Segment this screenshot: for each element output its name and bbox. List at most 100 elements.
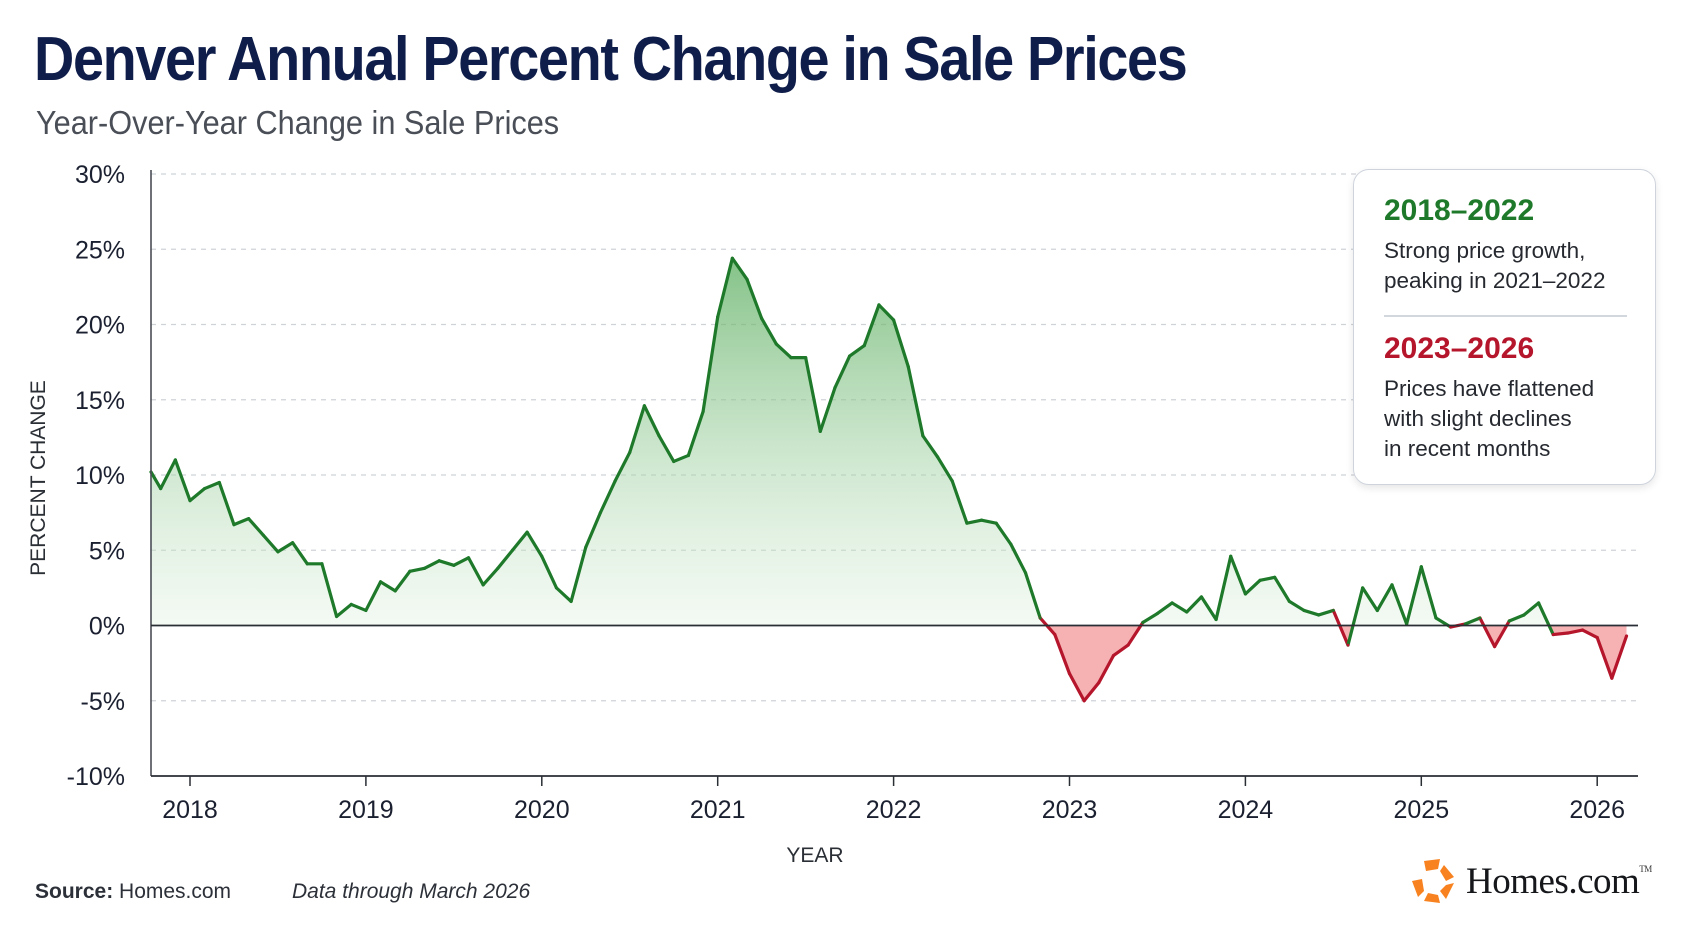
series-segment — [950, 479, 969, 525]
data-point — [1068, 672, 1071, 676]
legend-period1-line2: peaking in 2021–2022 — [1384, 268, 1606, 293]
series-segment — [1199, 595, 1218, 622]
series-segment — [891, 318, 910, 369]
data-point — [1493, 645, 1496, 648]
homes-logo[interactable]: Homes.comTM — [1410, 856, 1652, 906]
series-segment — [1595, 635, 1614, 680]
data-point — [1126, 643, 1130, 647]
series-segment — [1302, 608, 1321, 617]
data-point — [349, 603, 353, 606]
series-segment — [1287, 599, 1306, 613]
series-segment — [378, 580, 397, 593]
series-segment — [760, 316, 778, 346]
data-point — [569, 600, 573, 603]
data-point — [1507, 619, 1511, 623]
data-point — [291, 541, 295, 545]
data-point — [1229, 554, 1233, 558]
series-segment — [334, 602, 353, 619]
series-segment — [1317, 608, 1335, 617]
data-point — [833, 386, 837, 390]
logo-name: Homes.com — [1466, 860, 1640, 902]
series-segment — [906, 365, 925, 438]
data-point — [701, 410, 705, 414]
data-point — [1581, 628, 1584, 632]
series-segment — [965, 518, 984, 525]
series-segment — [1214, 554, 1233, 622]
series-segment — [716, 256, 734, 319]
series-segment — [408, 566, 427, 573]
data-point — [320, 562, 324, 566]
series-segment — [320, 562, 339, 619]
y-tick-label: -10% — [67, 763, 125, 791]
data-point — [774, 342, 778, 346]
data-point — [1551, 633, 1555, 636]
data-point — [555, 586, 558, 590]
data-point — [1287, 600, 1291, 603]
data-point — [1273, 575, 1277, 579]
series-segment — [642, 404, 661, 438]
data-point — [540, 554, 544, 558]
data-point — [188, 499, 192, 502]
series-segment — [569, 545, 588, 604]
series-segment — [1009, 542, 1028, 575]
x-axis-title: YEAR — [786, 844, 843, 867]
y-tick-labels: 30% 25% 20% 15% 10% 5% 0% -5% -10% — [67, 161, 125, 791]
series-segment — [1522, 601, 1541, 617]
data-point — [276, 550, 280, 554]
data-point — [1375, 609, 1379, 612]
series-segment — [1082, 681, 1101, 703]
data-point — [335, 615, 338, 618]
chart-subtitle: Year-Over-Year Change in Sale Prices — [36, 104, 560, 141]
data-point — [525, 530, 529, 534]
legend-period2-line1: Prices have flattened — [1384, 376, 1595, 401]
series-segment — [393, 569, 412, 593]
series-segment — [149, 470, 163, 491]
data-point — [906, 365, 910, 369]
series-segment — [1155, 601, 1174, 616]
data-point — [1566, 631, 1570, 635]
chart-title: Denver Annual Percent Change in Sale Pri… — [34, 25, 1188, 94]
y-tick-label: 0% — [89, 613, 125, 641]
data-point — [1434, 616, 1438, 620]
series-segment — [452, 556, 471, 567]
data-point — [760, 317, 764, 320]
data-point — [730, 256, 734, 260]
data-point — [247, 517, 251, 521]
x-tick-label: 2018 — [162, 796, 218, 824]
x-tick-label: 2023 — [1042, 796, 1098, 824]
data-point — [716, 315, 720, 319]
series-segment — [979, 518, 998, 525]
legend-period2-line2: with slight declines — [1384, 406, 1572, 431]
series-segment — [1507, 613, 1526, 623]
y-tick-label: 30% — [75, 161, 125, 189]
data-point — [452, 563, 456, 567]
x-tick-label: 2019 — [338, 796, 394, 824]
data-point — [1390, 583, 1394, 587]
data-point — [628, 451, 632, 454]
data-point — [1097, 681, 1101, 685]
series-segment — [818, 386, 837, 433]
series-segment — [672, 453, 690, 464]
legend-period1-description: Strong price growth, peaking in 2021–202… — [1384, 236, 1605, 296]
series-segment — [1067, 672, 1086, 703]
legend-period1-title: 2018–2022 — [1384, 194, 1535, 227]
series-segment — [1361, 586, 1379, 613]
x-tick-label: 2022 — [866, 796, 922, 824]
series-segment — [1478, 616, 1497, 649]
y-tick-label: -5% — [81, 688, 125, 716]
data-point — [1244, 592, 1247, 596]
data-point — [862, 344, 866, 347]
series-segment — [554, 586, 573, 604]
series-segment — [1243, 578, 1262, 596]
data-point — [1317, 613, 1321, 617]
series-segment — [804, 356, 822, 433]
data-point — [672, 460, 676, 463]
source-label: Source: — [35, 880, 114, 903]
data-point — [1595, 636, 1599, 639]
series-segment — [774, 342, 793, 360]
data-point — [423, 566, 426, 570]
x-tick-label: 2020 — [514, 796, 570, 824]
footer-source: Source: Homes.com — [35, 880, 231, 904]
series-segment — [291, 541, 309, 566]
series-segment — [1536, 601, 1555, 637]
